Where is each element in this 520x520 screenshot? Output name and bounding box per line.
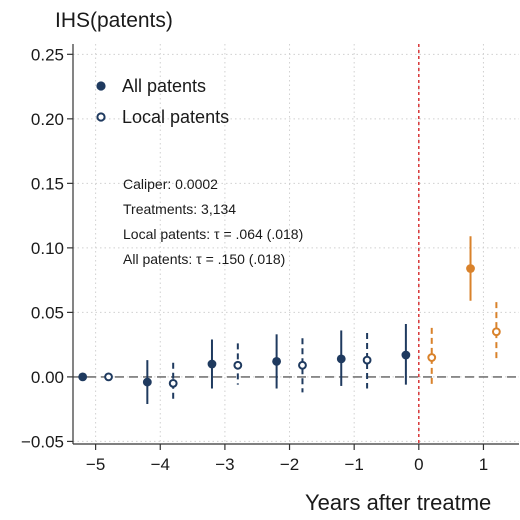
legend-label-all-patents: All patents <box>122 76 206 96</box>
x-tick-label: 0 <box>414 455 423 474</box>
series-marks <box>78 236 501 404</box>
y-tick-label: 0.25 <box>31 45 64 64</box>
legend-marker-all-patents <box>96 81 106 91</box>
y-tick-label: 0.10 <box>31 239 64 258</box>
x-tick-label: −1 <box>344 455 363 474</box>
chart-title: IHS(patents) <box>55 9 173 32</box>
point-all-patents <box>336 354 346 364</box>
x-tick-label: −4 <box>151 455 170 474</box>
point-all-patents <box>401 350 411 360</box>
point-local-patents <box>362 355 372 365</box>
y-tick-label: 0.05 <box>31 303 64 322</box>
grid-lines <box>73 44 519 444</box>
y-tick-label: 0.00 <box>31 368 64 387</box>
point-local-patents <box>298 360 307 370</box>
x-axis-label: Years after treatme <box>305 490 491 515</box>
point-local-patents <box>104 372 113 382</box>
y-tick-label: 0.15 <box>31 174 64 193</box>
x-tick-label: −5 <box>86 455 105 474</box>
reference-lines <box>73 44 519 444</box>
x-tick-label: −3 <box>215 455 234 474</box>
y-tick-label: −0.05 <box>21 432 64 451</box>
point-local-patents <box>427 353 437 362</box>
point-all-patents <box>78 372 88 382</box>
point-all-patents <box>142 377 152 387</box>
annotation-treatments: Treatments: 3,134 <box>123 201 236 217</box>
axes: −5 −4 −3 −2 −1 0 1 −0.05 0.00 0.05 0.10 0.15 0.20 0.2… <box>21 44 519 474</box>
point-local-patents <box>233 360 243 370</box>
annotation-caliper: Caliper: 0.0002 <box>123 176 218 192</box>
legend: All patents Local patents <box>96 76 229 127</box>
x-tick-label: −2 <box>280 455 299 474</box>
annotation-block: Caliper: 0.0002 Treatments: 3,134 Local … <box>123 176 303 267</box>
point-all-patents <box>272 357 282 366</box>
legend-marker-local-patents <box>96 112 106 122</box>
point-all-patents <box>466 264 475 273</box>
point-all-patents <box>207 359 217 369</box>
annotation-all-tau: All patents: τ = .150 (.018) <box>123 251 285 267</box>
point-local-patents <box>168 378 178 388</box>
x-tick-label: 1 <box>479 455 488 474</box>
point-local-patents <box>491 327 501 337</box>
annotation-local-tau: Local patents: τ = .064 (.018) <box>123 226 303 242</box>
y-tick-label: 0.20 <box>31 110 64 129</box>
legend-label-local-patents: Local patents <box>122 107 229 127</box>
